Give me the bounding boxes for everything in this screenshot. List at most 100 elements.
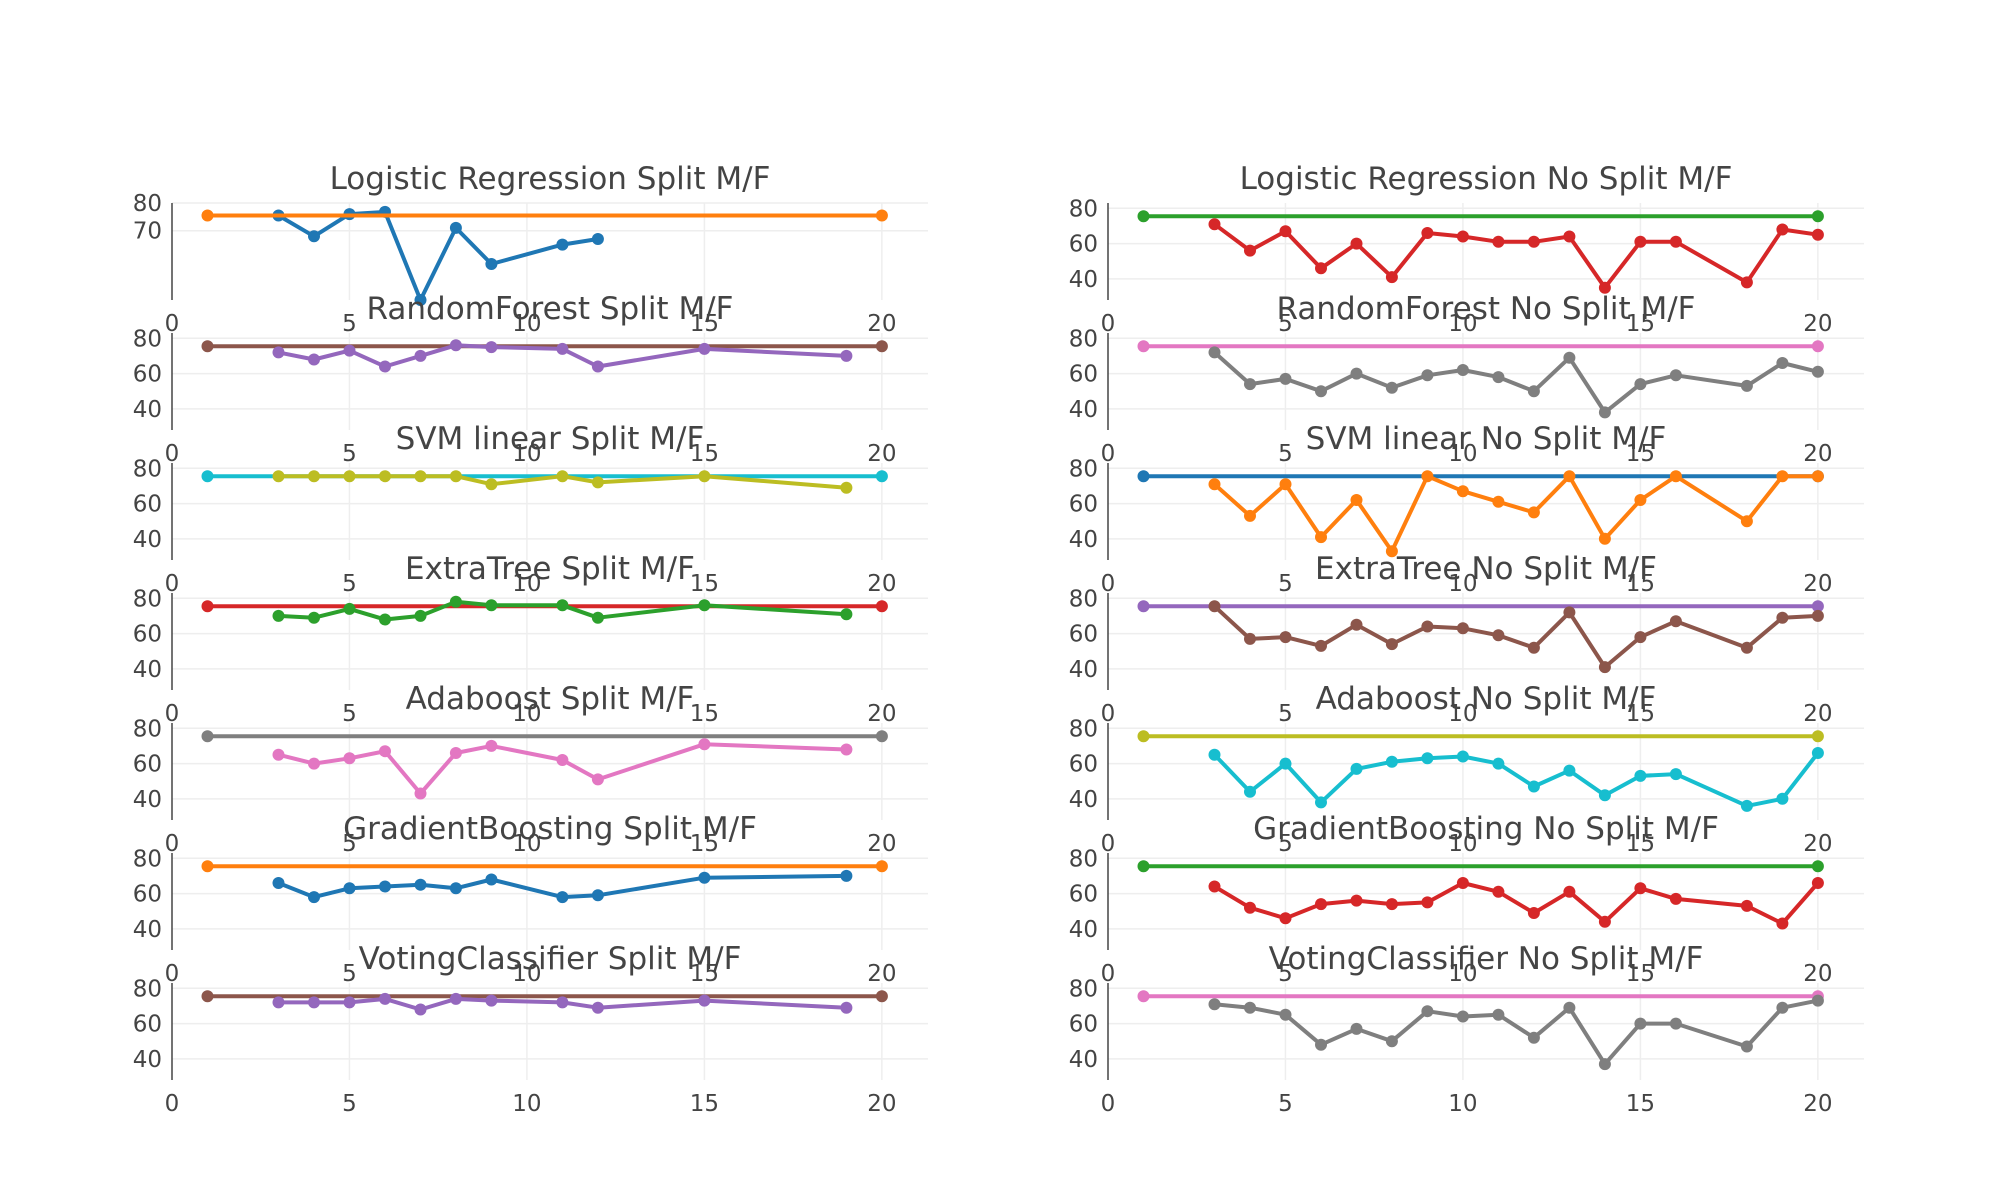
panel-gradientboosting-no-split-m-f-series-1-point-6 <box>1421 896 1434 909</box>
panel-svm-linear-split-m-f-xtick-15: 15 <box>690 571 719 597</box>
panel-gradientboosting-no-split-m-f-series-1-point-10 <box>1563 885 1576 898</box>
panel-extratree-split-m-f-xtick-5: 5 <box>342 701 357 727</box>
panel-gradientboosting-split-m-f-xtick-15: 15 <box>690 961 719 987</box>
panel-svm-linear-no-split-m-f-series-1-point-2 <box>1279 478 1292 491</box>
panel-adaboost-no-split-m-f-xtick-0: 0 <box>1101 831 1116 857</box>
panel-gradientboosting-no-split-m-f-series-1-point-1 <box>1244 901 1256 914</box>
panel-extratree-split-m-f-ytick-60: 60 <box>133 622 162 648</box>
panel-votingclassifier-no-split-m-f-series-1-point-5 <box>1385 1035 1398 1048</box>
panel-extratree-no-split-m-f-series-1-point-16 <box>1811 609 1824 622</box>
panel-gradientboosting-no-split-m-f-series-1-point-11 <box>1598 915 1611 928</box>
panel-svm-linear-no-split-m-f-series-1-point-13 <box>1669 470 1682 483</box>
panel-logistic-regression-no-split-m-f-series-1-point-9 <box>1527 235 1540 248</box>
panel-adaboost-split-m-f-xtick-10: 10 <box>512 831 541 857</box>
panel-extratree-split-m-f-series-1-point-3 <box>379 613 391 626</box>
panel-adaboost-no-split-m-f-series-1-point-4 <box>1350 762 1363 775</box>
panel-svm-linear-no-split-m-f-xtick-20: 20 <box>1803 571 1832 597</box>
panel-logistic-regression-no-split-m-f-series-0-point-0 <box>1137 210 1150 223</box>
panel-gradientboosting-split-m-f-series-1-point-5 <box>449 882 462 895</box>
panel-votingclassifier-split-m-f-xtick-5: 5 <box>342 1091 357 1117</box>
panel-svm-linear-no-split-m-f-xtick-10: 10 <box>1448 571 1477 597</box>
panel-adaboost-split-m-f-xtick-20: 20 <box>867 831 896 857</box>
panel-svm-linear-no-split-m-f-ytick-60: 60 <box>1069 492 1098 518</box>
panel-gradientboosting-split-m-f-ytick-80: 80 <box>133 846 162 872</box>
panel-gradientboosting-no-split-m-f-series-1-point-0 <box>1208 880 1221 893</box>
panel-extratree-no-split-m-f: 0 5 10 15 20 40 60 80 <box>1069 586 1864 727</box>
panel-adaboost-no-split-m-f-ytick-60: 60 <box>1069 752 1098 778</box>
panel-randomforest-no-split-m-f-series-1-point-10 <box>1563 351 1576 364</box>
panel-votingclassifier-no-split-m-f-series-1-point-0 <box>1208 998 1221 1011</box>
panel-svm-linear-no-split-m-f: 0 5 10 15 20 40 60 80 <box>1069 456 1864 597</box>
panel-votingclassifier-no-split-m-f-ytick-40: 40 <box>1069 1047 1098 1073</box>
panel-adaboost-no-split-m-f-xtick-15: 15 <box>1626 831 1655 857</box>
panel-votingclassifier-no-split-m-f-series-1-point-3 <box>1315 1038 1327 1051</box>
panel-randomforest-split-m-f-series-1-point-4 <box>414 349 427 362</box>
panel-svm-linear-no-split-m-f-series-1-point-15 <box>1776 470 1789 483</box>
panel-randomforest-split-m-f-series-1-point-7 <box>556 342 569 355</box>
panel-randomforest-split-m-f-xtick-20: 20 <box>867 441 896 467</box>
panel-logistic-regression-no-split-m-f-series-1-point-7 <box>1456 230 1469 243</box>
panel-votingclassifier-split-m-f-xtick-0: 0 <box>165 1091 180 1117</box>
panel-adaboost-no-split-m-f-xtick-10: 10 <box>1448 831 1477 857</box>
panel-votingclassifier-split-m-f-series-1-point-5 <box>449 992 462 1005</box>
panel-logistic-regression-no-split-m-f-title: Logistic Regression No Split M/F <box>1240 161 1733 197</box>
panel-randomforest-no-split-m-f-xtick-20: 20 <box>1803 441 1832 467</box>
panel-logistic-regression-no-split-m-f-series-0-point-1 <box>1811 210 1824 223</box>
panel-svm-linear-no-split-m-f-series-1-point-6 <box>1421 470 1434 483</box>
panel-votingclassifier-no-split-m-f-series-1-point-13 <box>1669 1017 1682 1030</box>
panel-randomforest-no-split-m-f-series-1-point-12 <box>1634 378 1647 391</box>
panel-votingclassifier-no-split-m-f-xtick-20: 20 <box>1803 1091 1832 1117</box>
panel-extratree-split-m-f-series-1-point-5 <box>449 595 462 608</box>
panel-adaboost-split-m-f-series-0-point-1 <box>875 730 888 743</box>
panel-logistic-regression-no-split-m-f-ytick-40: 40 <box>1069 267 1098 293</box>
panel-votingclassifier-no-split-m-f-series-1-point-1 <box>1244 1001 1256 1014</box>
panel-gradientboosting-split-m-f-ytick-40: 40 <box>133 917 162 943</box>
panel-adaboost-split-m-f-series-1-point-9 <box>698 738 711 751</box>
panel-votingclassifier-split-m-f-series-1-point-4 <box>414 1003 427 1016</box>
titles-layer: Logistic Regression Split M/F Logistic Re… <box>330 161 1733 977</box>
panel-randomforest-split-m-f-title: RandomForest Split M/F <box>367 291 734 327</box>
panel-randomforest-no-split-m-f-xtick-5: 5 <box>1278 441 1293 467</box>
panel-logistic-regression-no-split-m-f-xtick-15: 15 <box>1626 311 1655 337</box>
panel-svm-linear-no-split-m-f-series-1-point-9 <box>1527 506 1540 519</box>
panel-svm-linear-split-m-f-xtick-20: 20 <box>867 571 896 597</box>
panel-extratree-split-m-f-title: ExtraTree Split M/F <box>405 551 695 587</box>
panel-logistic-regression-no-split-m-f-series-1-point-6 <box>1421 227 1434 239</box>
panel-adaboost-no-split-m-f-series-1-point-9 <box>1527 780 1540 793</box>
panel-svm-linear-no-split-m-f-xtick-0: 0 <box>1101 571 1116 597</box>
panel-votingclassifier-split-m-f-ytick-60: 60 <box>133 1012 162 1038</box>
panel-randomforest-split-m-f-ytick-60: 60 <box>133 362 162 388</box>
panel-adaboost-split-m-f-series-1-point-1 <box>308 757 320 770</box>
panel-gradientboosting-no-split-m-f-ytick-60: 60 <box>1069 882 1098 908</box>
panel-gradientboosting-no-split-m-f: 0 5 10 15 20 40 60 80 <box>1069 846 1864 987</box>
panel-svm-linear-split-m-f-series-1-point-5 <box>449 470 462 483</box>
panel-extratree-no-split-m-f-series-1-point-9 <box>1527 641 1540 654</box>
panel-extratree-no-split-m-f-series-1-point-10 <box>1563 606 1576 619</box>
panel-gradientboosting-no-split-m-f-series-1-point-16 <box>1811 877 1824 889</box>
panel-gradientboosting-no-split-m-f-series-1-point-2 <box>1279 912 1292 925</box>
panel-svm-linear-no-split-m-f-series-1-point-11 <box>1598 532 1611 545</box>
panel-extratree-no-split-m-f-ytick-60: 60 <box>1069 622 1098 648</box>
panel-extratree-no-split-m-f-series-1-point-15 <box>1776 611 1789 624</box>
panel-randomforest-no-split-m-f-series-1-point-4 <box>1350 367 1363 380</box>
panel-votingclassifier-no-split-m-f-series-1-point-12 <box>1634 1017 1647 1030</box>
panel-svm-linear-no-split-m-f-series-1-point-1 <box>1244 509 1256 522</box>
panel-randomforest-split-m-f-ytick-40: 40 <box>133 397 162 423</box>
panel-extratree-no-split-m-f-xtick-10: 10 <box>1448 701 1477 727</box>
panel-logistic-regression-no-split-m-f-series-1-point-16 <box>1811 228 1824 241</box>
panel-randomforest-no-split-m-f-xtick-0: 0 <box>1101 441 1116 467</box>
panel-votingclassifier-split-m-f-series-1-point-8 <box>591 1001 604 1014</box>
panel-svm-linear-no-split-m-f-series-1-point-10 <box>1563 470 1576 483</box>
panel-randomforest-no-split-m-f-series-1-point-15 <box>1776 357 1789 369</box>
panel-extratree-no-split-m-f-xtick-15: 15 <box>1626 701 1655 727</box>
panel-logistic-regression-split-m-f-series-0-point-7 <box>556 238 569 251</box>
panel-extratree-no-split-m-f-series-1-point-5 <box>1385 638 1398 651</box>
panel-randomforest-split-m-f-series-1-point-0 <box>272 346 285 359</box>
panel-logistic-regression-split-m-f-xtick-0: 0 <box>165 311 180 337</box>
panel-extratree-split-m-f-series-1-point-9 <box>698 599 711 612</box>
panel-randomforest-no-split-m-f-series-1-point-1 <box>1244 378 1256 391</box>
panel-votingclassifier-no-split-m-f-series-1-point-15 <box>1776 1001 1789 1014</box>
panel-randomforest-no-split-m-f-ytick-80: 80 <box>1069 326 1098 352</box>
panel-votingclassifier-no-split-m-f-xtick-0: 0 <box>1101 1091 1116 1117</box>
